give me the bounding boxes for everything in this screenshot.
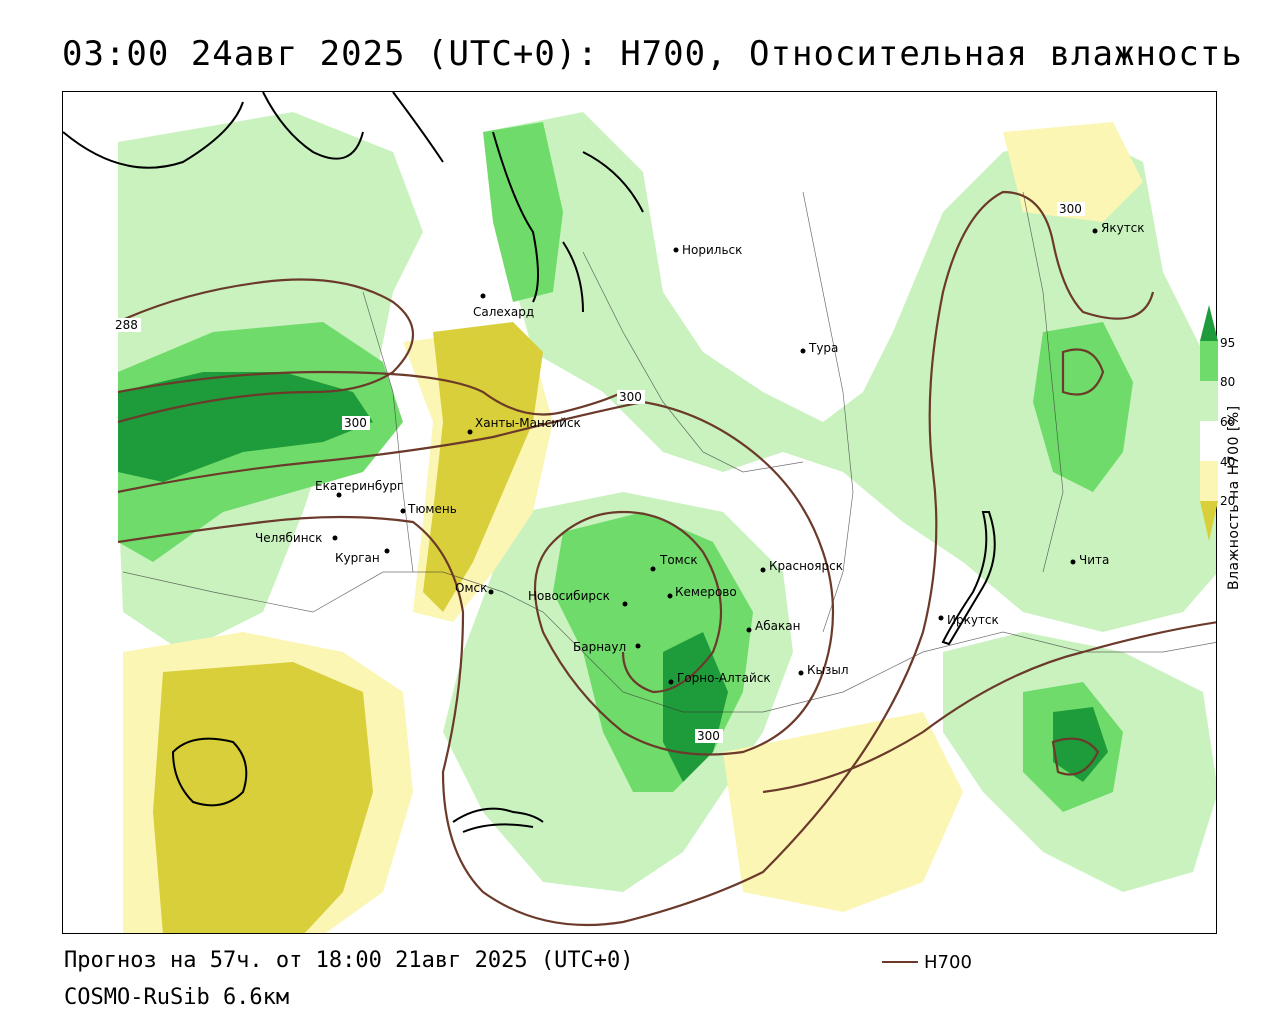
forecast-info: Прогноз на 57ч. от 18:00 21авг 2025 (UTC… bbox=[64, 948, 634, 973]
isoline-label-2: 300 bbox=[344, 416, 367, 430]
city-dot-khanty-mansiysk bbox=[467, 429, 473, 435]
city-dot-novosibirsk bbox=[622, 601, 628, 607]
isoline-label-3: 300 bbox=[619, 390, 642, 404]
city-label-tomsk: Томск bbox=[659, 553, 698, 567]
city-label-norilsk: Норильск bbox=[682, 243, 742, 257]
city-label-omsk: Омск bbox=[455, 581, 487, 595]
city-label-yekaterinburg: Екатеринбург bbox=[315, 479, 403, 493]
city-dot-chelyabinsk bbox=[332, 535, 338, 541]
legend-line-label: H700 bbox=[924, 952, 972, 973]
humidity-area-saturated-east bbox=[1053, 707, 1108, 782]
humidity-map: 288 300 300 300 300 Норильск Якутск Сале… bbox=[63, 92, 1216, 933]
border-region-1 bbox=[582, 251, 804, 473]
border-region-2 bbox=[802, 191, 854, 633]
colorbar-bottom-arrow bbox=[1200, 501, 1218, 541]
city-label-krasnoyarsk: Красноярск bbox=[769, 559, 843, 573]
lake-aral bbox=[171, 737, 248, 807]
humidity-area-saturated-central bbox=[663, 632, 728, 782]
border-layer bbox=[122, 191, 1216, 713]
city-dot-gorno-altaysk bbox=[668, 679, 674, 685]
isoline-4 bbox=[117, 190, 1155, 927]
city-dot-kurgan bbox=[384, 548, 390, 554]
lake-balkhash bbox=[452, 807, 544, 833]
city-dot-krasnoyarsk bbox=[760, 567, 766, 573]
city-dot-norilsk bbox=[673, 247, 679, 253]
humidity-area-saturated-west bbox=[118, 372, 373, 482]
colorbar-band-humid bbox=[1200, 341, 1218, 381]
city-label-novosibirsk: Новосибирск bbox=[528, 589, 610, 603]
city-label-kemerovo: Кемерово bbox=[675, 585, 737, 599]
city-label-gorno-altaysk: Горно-Алтайск bbox=[677, 671, 771, 685]
city-label-barnaul: Барнаул bbox=[573, 640, 626, 654]
city-label-kurgan: Курган bbox=[335, 551, 380, 565]
city-dot-abakan bbox=[746, 627, 752, 633]
colorbar-tick-60: 60 bbox=[1220, 415, 1236, 429]
colorbar-tick-80: 80 bbox=[1220, 375, 1236, 389]
isoline-layer bbox=[117, 190, 1216, 927]
humidity-fill-layer bbox=[118, 112, 1216, 933]
city-label-chita: Чита bbox=[1079, 553, 1109, 567]
dry-area-south bbox=[723, 712, 963, 912]
isoline-7 bbox=[1051, 737, 1100, 776]
city-dot-barnaul bbox=[635, 643, 641, 649]
city-label-tura: Тура bbox=[808, 341, 838, 355]
colorbar-band-moist bbox=[1200, 381, 1218, 421]
isoline-label-1: 288 bbox=[115, 318, 138, 332]
city-dot-kyzyl bbox=[798, 670, 804, 676]
coastline-kara-sea bbox=[63, 92, 644, 313]
humidity-area-humid-northeast bbox=[1033, 322, 1133, 492]
city-label-chelyabinsk: Челябинск bbox=[255, 531, 322, 545]
legend-line-swatch bbox=[882, 961, 918, 963]
city-layer: Норильск Якутск Салехард Тура Ханты-Манс… bbox=[255, 221, 1145, 685]
city-label-tyumen: Тюмень bbox=[407, 502, 457, 516]
isoline-label-5: 300 bbox=[697, 729, 720, 743]
dry-area-northeast bbox=[1003, 122, 1143, 222]
colorbar-title: Влажность на H700 [%] bbox=[1226, 405, 1242, 590]
map-title: 03:00 24авг 2025 (UTC+0): H700, Относите… bbox=[62, 34, 1243, 74]
lake-baikal bbox=[941, 511, 996, 646]
city-dot-irkutsk bbox=[938, 615, 944, 621]
humidity-colorbar bbox=[1200, 305, 1218, 541]
isoline-6 bbox=[1061, 348, 1105, 396]
city-dot-yekaterinburg bbox=[336, 492, 342, 498]
border-region-4 bbox=[362, 291, 414, 573]
colorbar-tick-20: 20 bbox=[1220, 494, 1236, 508]
isoline-labels: 288 300 300 300 300 bbox=[113, 202, 1085, 743]
city-label-salekhard: Салехард bbox=[473, 305, 534, 319]
city-dot-omsk bbox=[488, 589, 494, 595]
city-dot-tura bbox=[800, 348, 806, 354]
city-label-abakan: Абакан bbox=[755, 619, 800, 633]
city-label-yakutsk: Якутск bbox=[1101, 221, 1145, 235]
very-dry-area-southwest bbox=[153, 662, 373, 933]
isoline-label-4: 300 bbox=[1059, 202, 1082, 216]
city-dot-yakutsk bbox=[1092, 228, 1098, 234]
very-dry-area-urals bbox=[423, 322, 543, 612]
border-region-3 bbox=[1022, 191, 1064, 573]
city-dot-chita bbox=[1070, 559, 1076, 565]
isoline-2 bbox=[117, 370, 624, 416]
border-kazakhstan bbox=[122, 571, 1216, 713]
city-dot-salekhard bbox=[480, 293, 486, 299]
city-dot-tomsk bbox=[650, 566, 656, 572]
coastline-layer bbox=[63, 92, 996, 833]
isoline-1 bbox=[117, 278, 415, 424]
isoline-5 bbox=[762, 621, 1216, 794]
colorbar-band-dry bbox=[1200, 461, 1218, 501]
colorbar-tick-40: 40 bbox=[1220, 455, 1236, 469]
city-label-khanty-mansiysk: Ханты-Мансийск bbox=[475, 416, 581, 430]
city-label-irkutsk: Иркутск bbox=[947, 613, 999, 627]
colorbar-top-arrow bbox=[1200, 305, 1218, 341]
colorbar-band-neutral bbox=[1200, 421, 1218, 461]
city-dot-tyumen bbox=[400, 508, 406, 514]
model-info: COSMO-RuSib 6.6км bbox=[64, 985, 290, 1010]
isoline-3 bbox=[117, 400, 835, 756]
map-frame[interactable]: 288 300 300 300 300 Норильск Якутск Сале… bbox=[62, 91, 1217, 934]
city-label-kyzyl: Кызыл bbox=[807, 663, 849, 677]
city-dot-kemerovo bbox=[667, 593, 673, 599]
colorbar-tick-95: 95 bbox=[1220, 336, 1236, 350]
